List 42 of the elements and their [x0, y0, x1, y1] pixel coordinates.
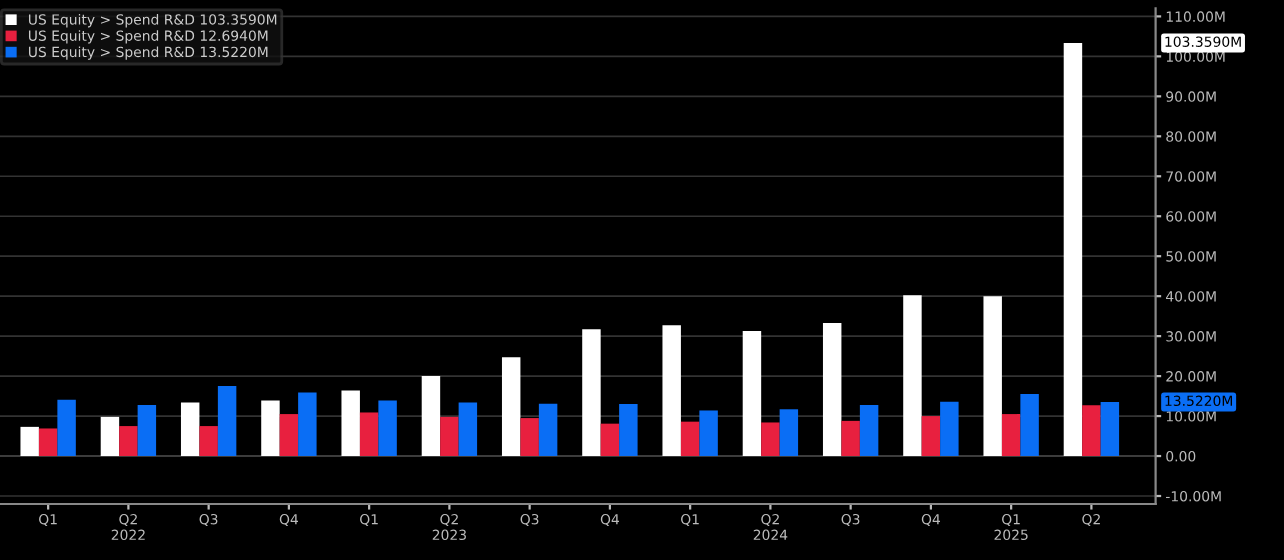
bar [180, 402, 200, 457]
bar [378, 400, 397, 457]
bar [600, 423, 620, 457]
bar [458, 402, 478, 457]
bar [983, 296, 1002, 457]
bar [1020, 394, 1039, 457]
bar [742, 330, 762, 457]
bar [137, 404, 157, 457]
bar [501, 357, 521, 457]
bar [421, 376, 441, 457]
bar [1001, 414, 1021, 457]
bar [699, 410, 718, 457]
bar [298, 392, 317, 457]
bar [582, 329, 601, 457]
bar [680, 421, 700, 457]
bar [761, 422, 780, 457]
bar [57, 399, 76, 457]
bar [359, 412, 379, 457]
bar [520, 418, 539, 457]
bar [940, 401, 959, 457]
bar [341, 390, 360, 457]
bar [261, 400, 280, 457]
bar [841, 420, 860, 457]
bar [199, 426, 218, 457]
bar [119, 426, 138, 457]
bar [440, 416, 459, 457]
bar [662, 325, 681, 457]
bar [100, 416, 120, 457]
bar [619, 404, 638, 457]
bar [38, 428, 58, 457]
bar [822, 322, 842, 457]
bar [538, 403, 558, 457]
bar [1082, 405, 1101, 457]
bar [859, 404, 879, 457]
bar [1100, 401, 1120, 457]
bar [279, 414, 299, 457]
bar [921, 416, 941, 457]
bar [903, 295, 922, 457]
bar [217, 386, 237, 457]
bar [1063, 42, 1083, 457]
bar [779, 409, 799, 457]
bar [20, 426, 39, 457]
